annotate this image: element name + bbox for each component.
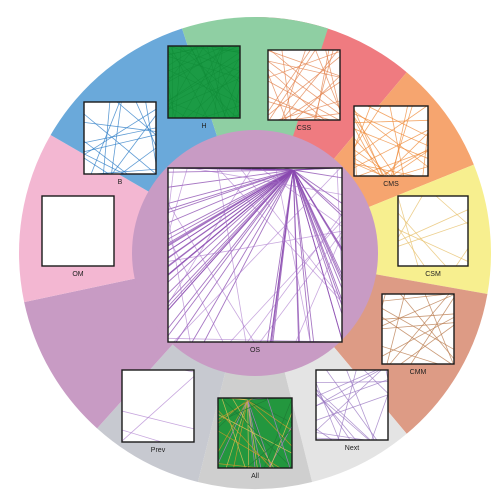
thumbnail-label: All bbox=[251, 473, 259, 480]
thumbnail-label: H bbox=[201, 123, 206, 130]
thumbnail-label: CSS bbox=[297, 125, 312, 132]
thumbnail-border bbox=[41, 195, 115, 267]
thumbnail-label: Next bbox=[345, 445, 359, 452]
thumbnails-layer: H CSS CMS CSM CMM Next All Prev OM B OS bbox=[41, 45, 469, 480]
thumbnail-label: CMM bbox=[410, 369, 427, 376]
thumbnail-b[interactable]: B bbox=[83, 101, 157, 186]
thumbnail-background bbox=[268, 50, 340, 120]
thumbnail-cmm[interactable]: CMM bbox=[381, 293, 455, 376]
thumbnail-label: OS bbox=[250, 347, 260, 354]
thumbnail-background bbox=[42, 196, 114, 266]
thumbnail-border bbox=[121, 369, 195, 443]
thumbnail-lines bbox=[268, 50, 340, 120]
thumbnail-cms[interactable]: CMS bbox=[353, 105, 429, 188]
thumbnail-border bbox=[167, 167, 343, 343]
thumbnail-border bbox=[353, 105, 429, 177]
thumbnail-lines bbox=[168, 46, 240, 118]
thumbnail-om[interactable]: OM bbox=[41, 195, 115, 278]
thumbnail-label: CMS bbox=[383, 181, 399, 188]
thumbnail-lines bbox=[122, 370, 194, 442]
thumbnail-label: CSM bbox=[425, 271, 441, 278]
thumbnail-lines bbox=[354, 106, 428, 176]
thumbnail-lines bbox=[398, 196, 468, 266]
thumbnail-lines bbox=[218, 398, 292, 468]
thumbnail-css[interactable]: CSS bbox=[267, 49, 341, 132]
thumbnail-lines bbox=[84, 102, 156, 174]
thumbnail-background bbox=[398, 196, 468, 266]
thumbnail-border bbox=[83, 101, 157, 175]
thumbnail-border bbox=[381, 293, 455, 365]
thumbnail-next[interactable]: Next bbox=[315, 369, 389, 452]
thumbnail-os[interactable]: OS bbox=[167, 167, 343, 354]
thumbnail-label: B bbox=[118, 179, 123, 186]
thumbnail-label: OM bbox=[72, 271, 83, 278]
thumbnail-lines bbox=[382, 294, 454, 364]
thumbnail-lines bbox=[168, 168, 342, 342]
thumbnail-lines bbox=[316, 370, 388, 440]
thumbnail-all[interactable]: All bbox=[217, 397, 293, 480]
thumbnail-border bbox=[267, 49, 341, 121]
thumbnail-csm[interactable]: CSM bbox=[397, 195, 469, 278]
thumbnail-label: Prev bbox=[151, 447, 166, 454]
thumbnail-border bbox=[397, 195, 469, 267]
thumbnail-border bbox=[167, 45, 241, 119]
thumbnail-prev[interactable]: Prev bbox=[121, 369, 195, 454]
thumbnail-h[interactable]: H bbox=[167, 45, 241, 130]
thumbnail-border bbox=[217, 397, 293, 469]
thumbnail-border bbox=[315, 369, 389, 441]
thumbnail-background bbox=[168, 46, 240, 118]
